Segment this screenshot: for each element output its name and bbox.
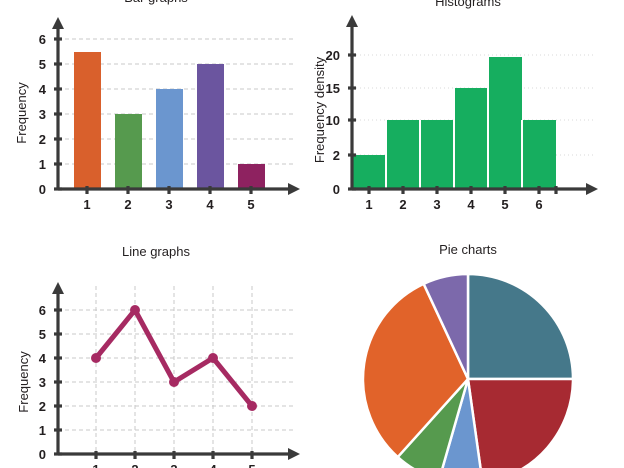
bar-xtick-4: 4 bbox=[206, 197, 214, 212]
bar-category-4 bbox=[197, 64, 224, 189]
histogram-y-tick-labels: 0 2 10 15 20 bbox=[326, 48, 340, 197]
pie-slices bbox=[361, 272, 575, 468]
histogram-bin-5 bbox=[488, 57, 522, 189]
histogram-bin-2 bbox=[386, 120, 420, 189]
line-ytick-2: 2 bbox=[39, 399, 46, 414]
pie-slice-2 bbox=[466, 377, 575, 468]
line-y-axis-arrow bbox=[52, 282, 64, 294]
bar-xtick-3: 3 bbox=[165, 197, 172, 212]
histogram-x-axis-arrow bbox=[586, 183, 598, 195]
histogram-ytick-0: 0 bbox=[333, 182, 340, 197]
line-xtick-1: 1 bbox=[92, 462, 99, 468]
bar-y-ticks bbox=[54, 37, 62, 191]
bar-ytick-4: 4 bbox=[39, 82, 47, 97]
bar-y-axis-label: Frequency bbox=[14, 82, 29, 144]
bar-category-3 bbox=[156, 89, 183, 189]
line-ytick-1: 1 bbox=[39, 423, 46, 438]
bar-ytick-5: 5 bbox=[39, 57, 46, 72]
line-axes bbox=[52, 282, 300, 460]
line-xtick-4: 4 bbox=[209, 462, 217, 468]
bar-x-axis-arrow bbox=[288, 183, 300, 195]
line-ytick-6: 6 bbox=[39, 303, 46, 318]
line-y-tick-labels: 0 1 2 3 4 5 6 bbox=[39, 303, 47, 462]
pie-slice-5 bbox=[361, 282, 470, 459]
bar-series bbox=[74, 52, 265, 189]
bar-chart-title: Bar graphs bbox=[0, 0, 312, 5]
line-chart-svg: 0 1 2 3 4 5 6 1 2 3 4 5 Frequency bbox=[16, 282, 300, 468]
line-gridlines bbox=[58, 286, 296, 454]
panel-histograms: Histograms bbox=[312, 0, 624, 234]
histogram-xtick-4: 4 bbox=[467, 197, 475, 212]
histogram-xtick-5: 5 bbox=[501, 197, 508, 212]
histogram-bin-3 bbox=[420, 120, 454, 189]
histogram-x-tick-labels: 1 2 3 4 5 6 bbox=[365, 197, 542, 212]
bar-y-tick-labels: 0 1 2 3 4 5 6 bbox=[39, 32, 47, 197]
histogram-y-axis-arrow bbox=[346, 15, 358, 27]
panel-pie-charts: Pie charts bbox=[312, 234, 624, 468]
histogram-xtick-2: 2 bbox=[399, 197, 406, 212]
line-ytick-4: 4 bbox=[39, 351, 47, 366]
pie-chart-title: Pie charts bbox=[439, 242, 497, 257]
pie-slice-1 bbox=[466, 272, 575, 381]
pie-slice-6 bbox=[421, 272, 470, 380]
histogram-xtick-3: 3 bbox=[433, 197, 440, 212]
panel-bar-graphs: Bar graphs bbox=[0, 0, 312, 234]
histogram-y-axis-label: Frequency density bbox=[312, 56, 327, 163]
bar-category-1 bbox=[74, 52, 101, 189]
histogram-chart-svg: 0 2 10 15 20 1 2 3 4 5 6 Frequency densi… bbox=[312, 15, 598, 212]
pie-chart-svg bbox=[361, 272, 575, 468]
histogram-x-ticks bbox=[367, 186, 558, 194]
histogram-xtick-1: 1 bbox=[365, 197, 372, 212]
line-x-tick-labels: 1 2 3 4 5 bbox=[92, 462, 255, 468]
pie-slice-3 bbox=[441, 378, 482, 468]
histogram-bin-separators bbox=[385, 57, 523, 189]
histogram-bin-6 bbox=[522, 120, 556, 189]
bar-ytick-2: 2 bbox=[39, 132, 46, 147]
line-ytick-3: 3 bbox=[39, 375, 46, 390]
line-ytick-0: 0 bbox=[39, 447, 46, 462]
panel-line-graphs: Line graphs bbox=[0, 234, 312, 468]
histogram-xtick-6: 6 bbox=[535, 197, 542, 212]
line-x-ticks bbox=[94, 451, 254, 459]
histogram-ytick-2: 2 bbox=[333, 148, 340, 163]
line-y-ticks bbox=[54, 308, 62, 456]
line-series-markers bbox=[91, 305, 257, 411]
bar-xtick-5: 5 bbox=[247, 197, 254, 212]
histogram-bin-4 bbox=[454, 88, 488, 189]
histogram-ytick-10: 10 bbox=[326, 113, 340, 128]
line-point-1 bbox=[91, 353, 101, 363]
histogram-bin-1 bbox=[352, 155, 386, 189]
bar-ytick-3: 3 bbox=[39, 107, 46, 122]
bar-xtick-2: 2 bbox=[124, 197, 131, 212]
bar-chart-svg: 0 1 2 3 4 5 6 1 2 3 4 5 Frequency bbox=[14, 17, 300, 212]
histogram-ytick-20: 20 bbox=[326, 48, 340, 63]
bar-ytick-1: 1 bbox=[39, 157, 46, 172]
histogram-chart-title: Histograms bbox=[435, 0, 501, 9]
bar-category-5 bbox=[238, 164, 265, 189]
bar-x-tick-labels: 1 2 3 4 5 bbox=[83, 197, 254, 212]
line-point-3 bbox=[169, 377, 179, 387]
line-ytick-5: 5 bbox=[39, 327, 46, 342]
line-x-axis-arrow bbox=[288, 448, 300, 460]
bar-y-axis-arrow bbox=[52, 17, 64, 29]
bar-x-ticks bbox=[85, 186, 253, 194]
histogram-ytick-15: 15 bbox=[326, 81, 340, 96]
histogram-series bbox=[352, 57, 556, 189]
bar-ytick-0: 0 bbox=[39, 182, 46, 197]
line-xtick-3: 3 bbox=[170, 462, 177, 468]
line-point-2 bbox=[130, 305, 140, 315]
histogram-y-ticks bbox=[348, 53, 356, 191]
line-point-4 bbox=[208, 353, 218, 363]
line-chart-title: Line graphs bbox=[122, 244, 190, 259]
line-point-5 bbox=[247, 401, 257, 411]
line-y-axis-label: Frequency bbox=[16, 351, 31, 413]
bar-ytick-6: 6 bbox=[39, 32, 46, 47]
line-xtick-2: 2 bbox=[131, 462, 138, 468]
line-xtick-5: 5 bbox=[248, 462, 255, 468]
bar-xtick-1: 1 bbox=[83, 197, 90, 212]
bar-category-2 bbox=[115, 114, 142, 189]
